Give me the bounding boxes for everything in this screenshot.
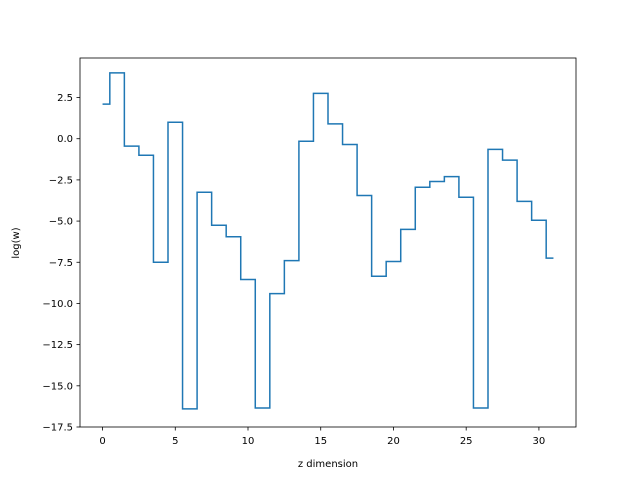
- series-layer: [102, 72, 554, 410]
- y-tick-label: −12.5: [42, 340, 73, 351]
- y-tick-label: −7.5: [49, 258, 73, 269]
- x-tick-label: 5: [172, 436, 178, 447]
- x-tick-label: 20: [387, 436, 400, 447]
- y-tick-label: −10.0: [42, 299, 73, 310]
- y-tick-label: 2.5: [57, 93, 73, 104]
- x-tick-label: 25: [460, 436, 473, 447]
- x-axis-title: z dimension: [298, 459, 358, 470]
- y-tick-label: −17.5: [42, 423, 73, 434]
- y-axis-title: log(w): [11, 227, 22, 258]
- series-line-0: [102, 72, 554, 410]
- axes: 0 5 10 15 20 25 30 −17.5 −15.0 −12.5 −10.0 −7.5 −5.0…: [42, 57, 577, 447]
- x-tick-label: 15: [314, 436, 327, 447]
- y-tick-label: 0.0: [57, 134, 73, 145]
- y-tick-label: −2.5: [49, 175, 73, 186]
- y-tick-label: −15.0: [42, 381, 73, 392]
- x-tick-label: 0: [99, 436, 105, 447]
- x-tick-label: 30: [533, 436, 546, 447]
- axes-frame: [79, 57, 577, 428]
- y-tick-label: −5.0: [49, 217, 73, 228]
- x-tick-label: 10: [242, 436, 255, 447]
